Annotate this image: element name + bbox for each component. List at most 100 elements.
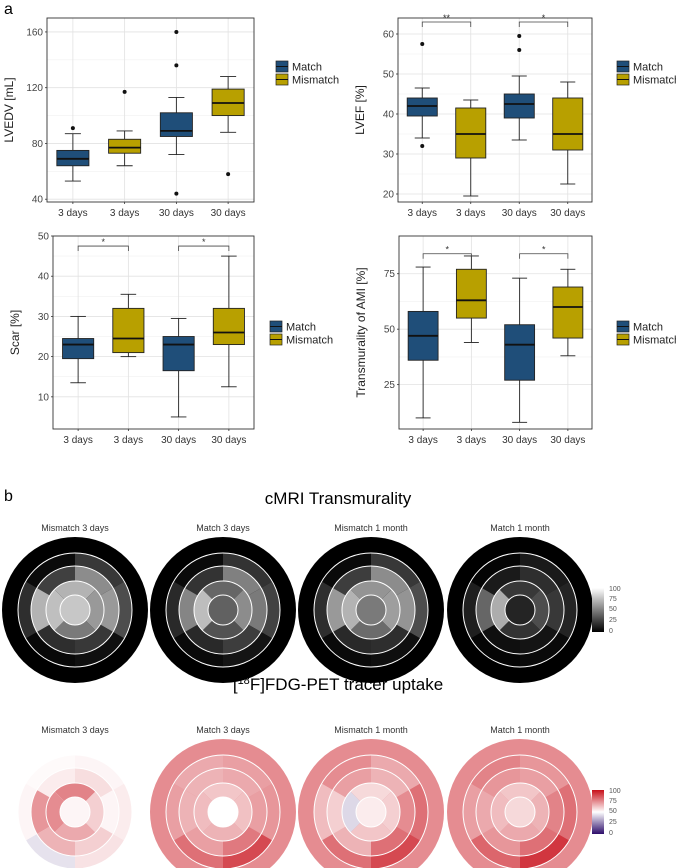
outlier-point (174, 63, 179, 68)
plot-frame (52, 235, 255, 430)
box-match (503, 93, 535, 119)
basal-segment (371, 755, 421, 790)
mid-segment (184, 624, 223, 654)
basal-segment (371, 632, 421, 667)
x-tick-label: 30 days (550, 208, 585, 219)
pet-title-pre: [ (233, 675, 238, 694)
mid-segment (31, 588, 50, 632)
apical-segment (499, 620, 541, 639)
bullseye-label: Mismatch 3 days (41, 523, 109, 533)
y-tick-label: 20 (383, 190, 395, 201)
pet-bullseye-row: Mismatch 3 days Match 3 days Mismatch 1 mo… (17, 725, 593, 868)
basal-segment (321, 553, 371, 588)
basal-segment (173, 755, 223, 790)
apical-segment (530, 791, 549, 833)
basal-segment (25, 553, 76, 588)
apical-segment (85, 791, 105, 833)
box-mismatch (112, 307, 145, 354)
mid-segment (396, 588, 415, 632)
plot-frame (398, 235, 593, 430)
ring-divider (326, 565, 416, 655)
apical-segment (202, 581, 244, 600)
pet-bullseye: Mismatch 1 month (298, 725, 444, 868)
ring-divider (475, 565, 565, 655)
ring-divider (45, 782, 105, 842)
pet-tick-75: 75 (609, 798, 617, 805)
x-tick-label: 3 days (58, 208, 87, 219)
apical-segment (350, 822, 392, 841)
apical-segment (350, 580, 392, 600)
significance-bracket (518, 21, 569, 27)
ring-divider (475, 767, 565, 857)
mid-segment (476, 790, 495, 834)
x-tick-label: 30 days (211, 435, 246, 446)
y-tick-label: 120 (26, 83, 43, 94)
ring-divider (59, 796, 91, 828)
basal-segment (223, 834, 273, 868)
ring-divider (313, 552, 429, 668)
mid-segment (371, 624, 410, 654)
mid-segment (223, 566, 262, 596)
cmri-tick-50: 50 (609, 606, 617, 613)
outlier-point (517, 48, 522, 52)
ring-divider (59, 594, 91, 626)
cmri-tick-25: 25 (609, 617, 617, 624)
cmri-colorbar-gradient (592, 588, 604, 632)
basal-segment (75, 632, 125, 667)
pet-bullseye: Match 1 month (447, 725, 593, 868)
cmri-bullseye: Match 3 days (150, 523, 296, 683)
apical-segment (530, 589, 549, 631)
pet-bullseye: Match 3 days (150, 725, 296, 868)
outlier-point (174, 29, 179, 34)
bullseye-label: Match 3 days (196, 523, 250, 533)
pet-colorbar: 100 75 50 25 0 (592, 788, 621, 837)
box-match (159, 112, 193, 137)
mid-segment (332, 768, 371, 798)
mid-segment (520, 768, 559, 798)
outlier-point (174, 191, 179, 196)
significance-bracket (421, 21, 472, 27)
bullseye-label: Mismatch 1 month (334, 725, 408, 735)
basal-segment (166, 581, 185, 639)
lvedv-boxplot: 40 80 120 160 3 days 3 days 30 days 30 days LVED… (2, 17, 339, 219)
cmri-tick-75: 75 (609, 596, 617, 603)
mid-segment (327, 790, 346, 834)
mid-segment (481, 768, 520, 798)
transmurality-boxplot: 25 50 75 3 days 3 days 30 days 30 days * * Transm… (354, 235, 676, 446)
panel-a-label: a (4, 1, 13, 18)
basal-segment (520, 632, 570, 667)
y-axis-label: Transmurality of AMI [%] (354, 267, 368, 397)
apex-segment (356, 797, 386, 827)
y-tick-label: 60 (383, 30, 395, 41)
basal-segment (463, 783, 482, 841)
mid-segment (184, 826, 223, 856)
ring-divider (355, 796, 387, 828)
mid-segment (481, 826, 520, 856)
mid-segment (476, 588, 495, 632)
box-mismatch (455, 107, 487, 159)
mid-segment (36, 826, 75, 856)
basal-segment (173, 553, 223, 588)
x-tick-label: 3 days (63, 435, 92, 446)
apical-segment (54, 822, 96, 842)
legend-label-match: Match (286, 322, 316, 334)
cmri-bullseye: Mismatch 3 days (2, 523, 148, 683)
mid-segment (179, 588, 198, 632)
x-tick-label: 30 days (502, 435, 537, 446)
apical-segment (202, 620, 244, 640)
pet-tick-25: 25 (609, 819, 617, 826)
ring-divider (207, 796, 239, 828)
y-tick-label: 50 (38, 232, 50, 243)
pet-tick-100: 100 (609, 788, 621, 795)
basal-segment (470, 632, 520, 667)
basal-segment (261, 581, 280, 639)
mid-segment (31, 790, 50, 834)
ring-divider (207, 594, 239, 626)
basal-segment (261, 783, 280, 841)
pet-tick-0: 0 (609, 830, 613, 837)
bullseye-label: Mismatch 3 days (41, 725, 109, 735)
apical-segment (54, 581, 96, 600)
